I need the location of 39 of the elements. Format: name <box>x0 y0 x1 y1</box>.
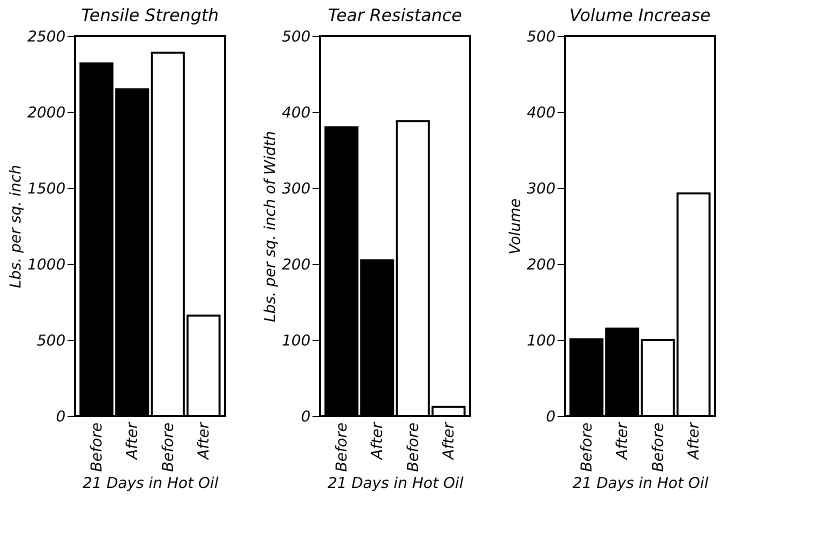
x-tick-label: Before <box>87 422 106 472</box>
x-tick-label: After <box>613 422 632 460</box>
y-tick-label: 500 <box>36 332 66 350</box>
x-tick-label: After <box>440 422 458 460</box>
x-axis-title: 21 Days in Hot Oil <box>572 474 710 492</box>
x-tick-label: Before <box>648 422 667 472</box>
y-axis-title: Lbs. per sq. inch of Width <box>260 130 279 322</box>
y-axis-title: Lbs. per sq. inch <box>6 164 24 288</box>
y-tick-label: 200 <box>282 256 310 274</box>
chart-title: Volume Increase <box>569 6 711 26</box>
y-tick-label: 100 <box>282 332 310 350</box>
x-axis-title: 21 Days in Hot Oil <box>328 474 464 492</box>
y-tick-label: 0 <box>546 408 556 426</box>
x-tick-label: Before <box>404 422 422 472</box>
y-tick-label: 100 <box>526 332 556 350</box>
y-tick-label: 1000 <box>27 256 66 274</box>
x-tick-label: Before <box>158 422 177 472</box>
x-tick-label: After <box>684 422 703 460</box>
y-tick-label: 0 <box>300 408 310 426</box>
y-tick-label: 300 <box>282 180 310 198</box>
y-tick-label: 400 <box>282 104 310 122</box>
y-tick-label: 2000 <box>27 104 66 122</box>
x-axis-title: 21 Days in Hot Oil <box>82 474 220 492</box>
y-tick-label: 500 <box>282 28 310 46</box>
x-tick-label: Before <box>577 422 596 472</box>
chart-title: Tensile Strength <box>81 6 219 26</box>
x-tick-label: After <box>194 422 213 460</box>
x-tick-label: Before <box>332 422 350 472</box>
x-tick-label: After <box>123 422 142 460</box>
y-axis-title: Volume <box>506 198 524 255</box>
y-tick-label: 500 <box>526 28 556 46</box>
y-tick-label: 2500 <box>27 28 66 46</box>
x-tick-label: After <box>368 422 386 460</box>
y-tick-label: 400 <box>526 104 556 122</box>
chart-title: Tear Resistance <box>328 6 462 26</box>
y-tick-label: 1500 <box>27 180 66 198</box>
y-tick-label: 200 <box>526 256 556 274</box>
y-tick-label: 0 <box>56 408 66 426</box>
y-tick-label: 300 <box>526 180 556 198</box>
